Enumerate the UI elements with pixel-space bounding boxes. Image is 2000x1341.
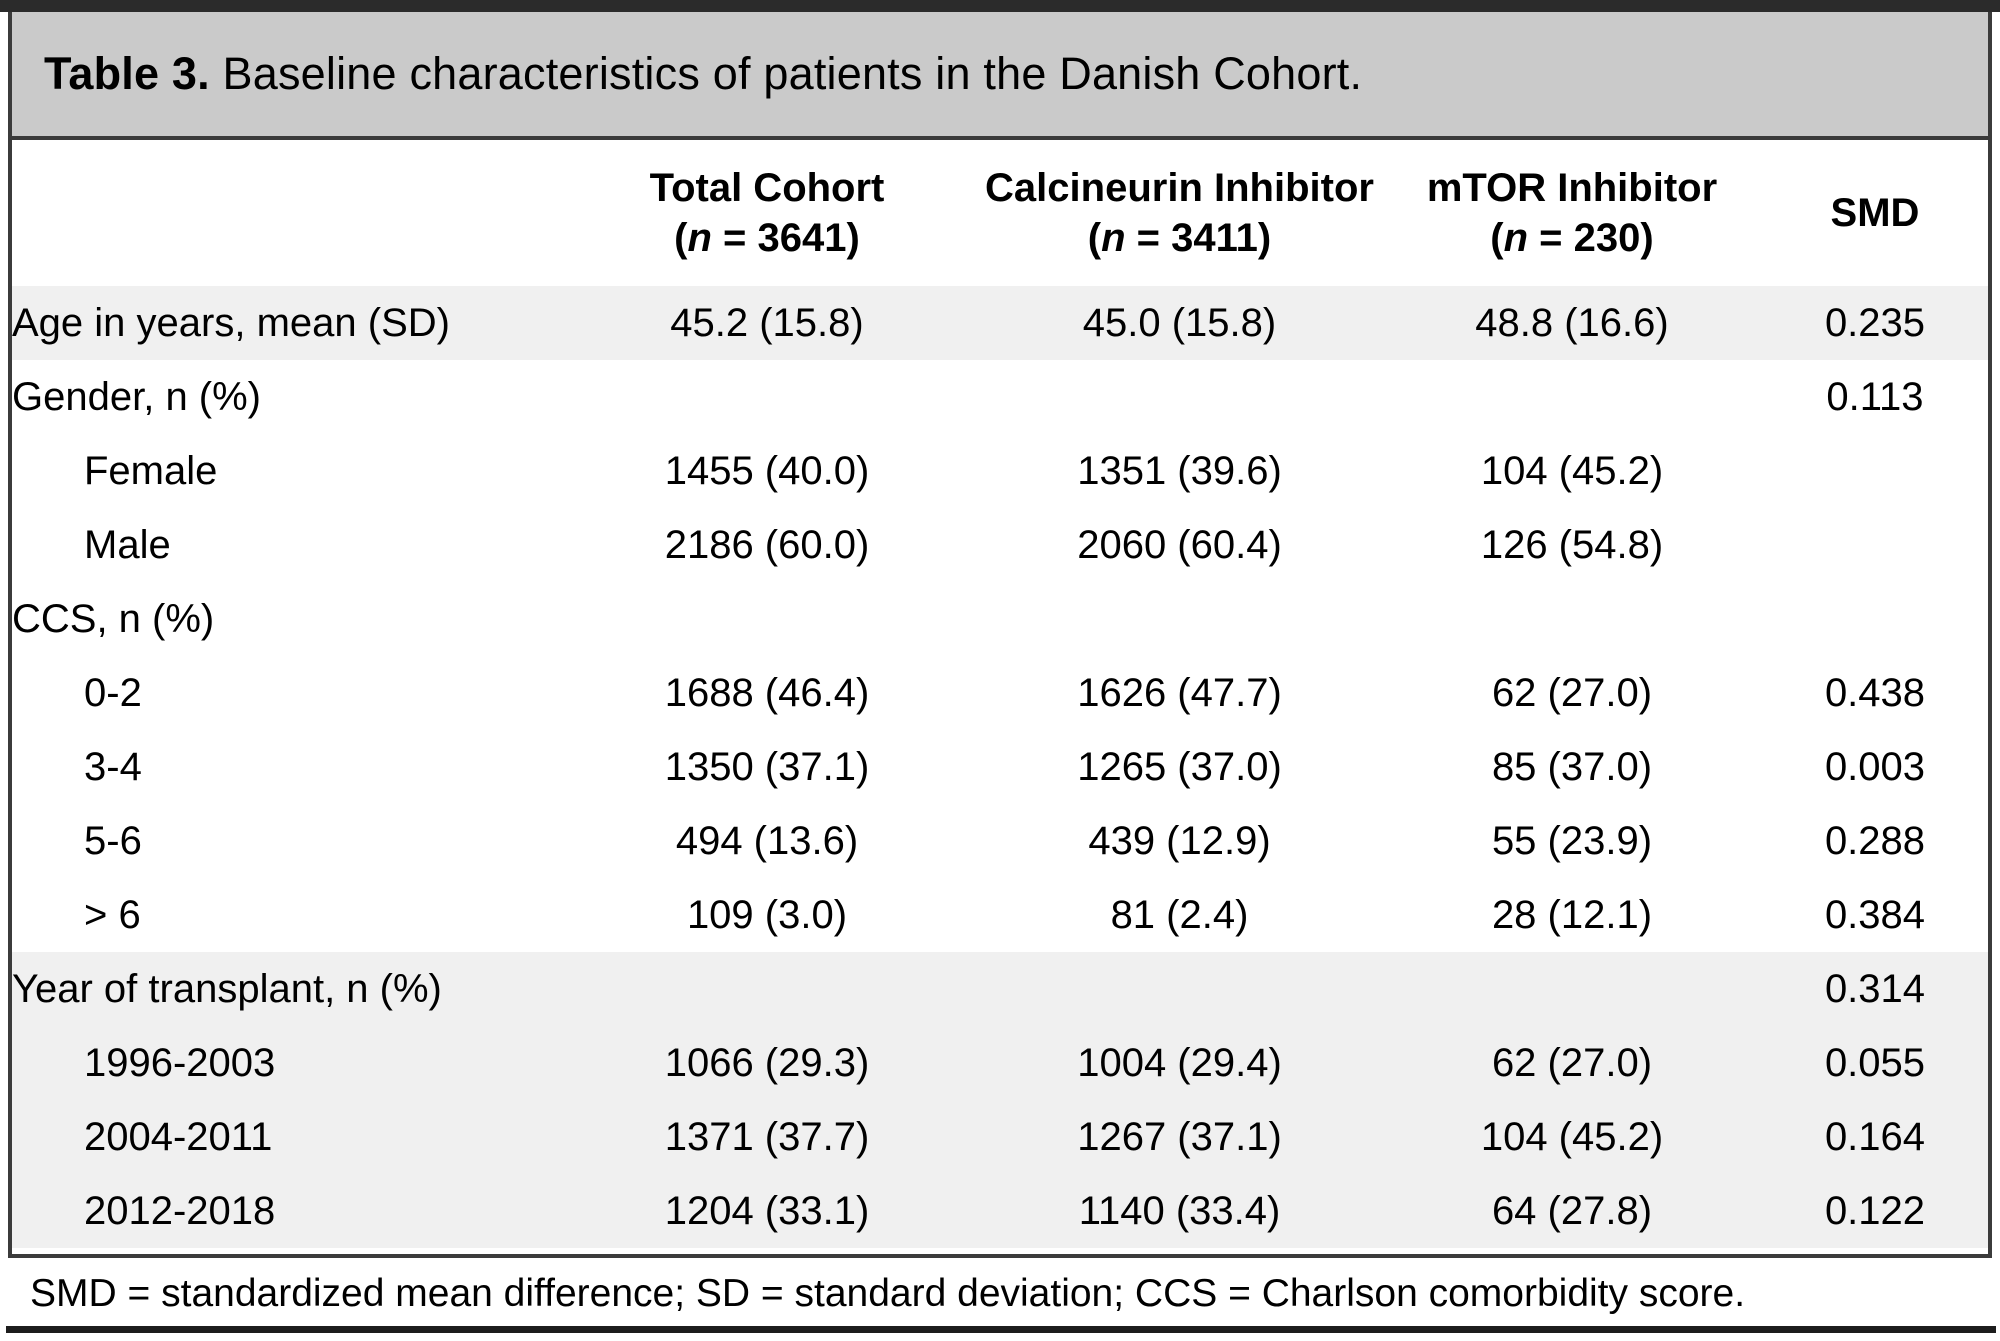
row-label: Male xyxy=(12,508,557,582)
cell-mtor: 64 (27.8) xyxy=(1382,1174,1762,1248)
table-title-bar: Table 3. Baseline characteristics of pat… xyxy=(12,12,1988,140)
cell-total: 1066 (29.3) xyxy=(557,1026,977,1100)
cell-smd: 0.314 xyxy=(1762,952,1988,1026)
cell-mtor xyxy=(1382,582,1762,656)
cell-cni: 1267 (37.1) xyxy=(977,1100,1382,1174)
cell-cni: 1265 (37.0) xyxy=(977,730,1382,804)
cell-mtor: 104 (45.2) xyxy=(1382,434,1762,508)
col-header-mtor-inhibitor: mTOR Inhibitor (n = 230) xyxy=(1382,140,1762,286)
baseline-characteristics-table: Total Cohort (n = 3641) Calcineurin Inhi… xyxy=(12,140,1988,1248)
row-label: 2004-2011 xyxy=(12,1100,557,1174)
cell-mtor xyxy=(1382,952,1762,1026)
cell-total: 45.2 (15.8) xyxy=(557,286,977,360)
row-label: 3-4 xyxy=(12,730,557,804)
table-row-ccs-3-4: 3-4 1350 (37.1) 1265 (37.0) 85 (37.0) 0.… xyxy=(12,730,1988,804)
cell-mtor: 55 (23.9) xyxy=(1382,804,1762,878)
mtor-n: (n = 230) xyxy=(1490,216,1654,260)
row-label: Gender, n (%) xyxy=(12,360,557,434)
cell-total xyxy=(557,582,977,656)
cell-mtor: 28 (12.1) xyxy=(1382,878,1762,952)
col-header-smd: SMD xyxy=(1762,140,1988,286)
cell-total: 494 (13.6) xyxy=(557,804,977,878)
table-row-female: Female 1455 (40.0) 1351 (39.6) 104 (45.2… xyxy=(12,434,1988,508)
cell-smd: 0.113 xyxy=(1762,360,1988,434)
cell-smd xyxy=(1762,582,1988,656)
table-row-ccs-0-2: 0-2 1688 (46.4) 1626 (47.7) 62 (27.0) 0.… xyxy=(12,656,1988,730)
table-row-2012-2018: 2012-2018 1204 (33.1) 1140 (33.4) 64 (27… xyxy=(12,1174,1988,1248)
col-header-calcineurin-inhibitor: Calcineurin Inhibitor (n = 3411) xyxy=(977,140,1382,286)
cell-cni: 81 (2.4) xyxy=(977,878,1382,952)
cell-smd: 0.438 xyxy=(1762,656,1988,730)
cell-cni xyxy=(977,360,1382,434)
table-body: Age in years, mean (SD) 45.2 (15.8) 45.0… xyxy=(12,286,1988,1248)
table-row-1996-2003: 1996-2003 1066 (29.3) 1004 (29.4) 62 (27… xyxy=(12,1026,1988,1100)
col-header-total-cohort: Total Cohort (n = 3641) xyxy=(557,140,977,286)
row-label: 5-6 xyxy=(12,804,557,878)
cell-smd: 0.055 xyxy=(1762,1026,1988,1100)
table-title: Table 3. Baseline characteristics of pat… xyxy=(44,48,1362,100)
cell-cni xyxy=(977,582,1382,656)
cell-cni: 1004 (29.4) xyxy=(977,1026,1382,1100)
cell-total: 1455 (40.0) xyxy=(557,434,977,508)
table-row-male: Male 2186 (60.0) 2060 (60.4) 126 (54.8) xyxy=(12,508,1988,582)
cell-total: 1688 (46.4) xyxy=(557,656,977,730)
row-label: 1996-2003 xyxy=(12,1026,557,1100)
total-cohort-n: (n = 3641) xyxy=(674,216,860,260)
header-row: Total Cohort (n = 3641) Calcineurin Inhi… xyxy=(12,140,1988,286)
table-row-ccs: CCS, n (%) xyxy=(12,582,1988,656)
cell-total: 1204 (33.1) xyxy=(557,1174,977,1248)
row-label: CCS, n (%) xyxy=(12,582,557,656)
table-row-year-of-transplant: Year of transplant, n (%) 0.314 xyxy=(12,952,1988,1026)
top-rule xyxy=(0,0,2000,12)
cell-mtor: 85 (37.0) xyxy=(1382,730,1762,804)
cell-smd: 0.235 xyxy=(1762,286,1988,360)
calcineurin-n: (n = 3411) xyxy=(1087,216,1272,260)
cell-smd: 0.288 xyxy=(1762,804,1988,878)
table-header: Total Cohort (n = 3641) Calcineurin Inhi… xyxy=(12,140,1988,286)
table-row-ccs-gt-6: > 6 109 (3.0) 81 (2.4) 28 (12.1) 0.384 xyxy=(12,878,1988,952)
row-label: Female xyxy=(12,434,557,508)
cell-mtor: 104 (45.2) xyxy=(1382,1100,1762,1174)
cell-cni: 439 (12.9) xyxy=(977,804,1382,878)
cell-mtor: 126 (54.8) xyxy=(1382,508,1762,582)
table-row-ccs-5-6: 5-6 494 (13.6) 439 (12.9) 55 (23.9) 0.28… xyxy=(12,804,1988,878)
cell-smd: 0.384 xyxy=(1762,878,1988,952)
table-row-gender: Gender, n (%) 0.113 xyxy=(12,360,1988,434)
cell-cni: 1351 (39.6) xyxy=(977,434,1382,508)
row-label: 0-2 xyxy=(12,656,557,730)
table-row-age: Age in years, mean (SD) 45.2 (15.8) 45.0… xyxy=(12,286,1988,360)
cell-total: 2186 (60.0) xyxy=(557,508,977,582)
cell-smd: 0.122 xyxy=(1762,1174,1988,1248)
cell-cni: 1140 (33.4) xyxy=(977,1174,1382,1248)
cell-mtor: 62 (27.0) xyxy=(1382,656,1762,730)
row-label: Age in years, mean (SD) xyxy=(12,286,557,360)
cell-total xyxy=(557,360,977,434)
table-row-2004-2011: 2004-2011 1371 (37.7) 1267 (37.1) 104 (4… xyxy=(12,1100,1988,1174)
cell-mtor xyxy=(1382,360,1762,434)
row-label: Year of transplant, n (%) xyxy=(12,952,557,1026)
cell-total: 109 (3.0) xyxy=(557,878,977,952)
cell-total: 1350 (37.1) xyxy=(557,730,977,804)
row-label: 2012-2018 xyxy=(12,1174,557,1248)
cell-total xyxy=(557,952,977,1026)
cell-cni xyxy=(977,952,1382,1026)
cell-smd xyxy=(1762,434,1988,508)
table-number: Table 3. xyxy=(44,48,210,99)
cell-cni: 1626 (47.7) xyxy=(977,656,1382,730)
cell-mtor: 62 (27.0) xyxy=(1382,1026,1762,1100)
cell-total: 1371 (37.7) xyxy=(557,1100,977,1174)
bottom-rule xyxy=(6,1326,1996,1333)
table-caption: Baseline characteristics of patients in … xyxy=(209,48,1363,99)
table-frame: Table 3. Baseline characteristics of pat… xyxy=(8,12,1992,1258)
row-label: > 6 xyxy=(12,878,557,952)
table-footnote: SMD = standardized mean difference; SD =… xyxy=(30,1268,1970,1320)
cell-cni: 45.0 (15.8) xyxy=(977,286,1382,360)
cell-smd: 0.003 xyxy=(1762,730,1988,804)
cell-cni: 2060 (60.4) xyxy=(977,508,1382,582)
cell-smd xyxy=(1762,508,1988,582)
cell-smd: 0.164 xyxy=(1762,1100,1988,1174)
col-header-characteristic xyxy=(12,140,557,286)
cell-mtor: 48.8 (16.6) xyxy=(1382,286,1762,360)
